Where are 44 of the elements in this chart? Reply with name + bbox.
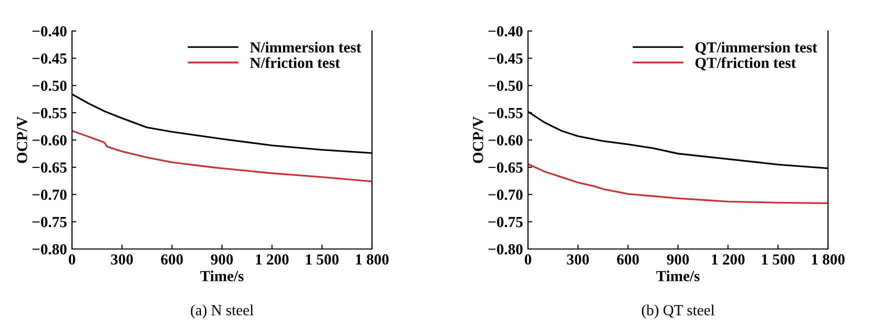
x-axis-title: Time/s	[200, 270, 244, 282]
x-tick-label: 300	[111, 254, 133, 265]
y-tick-label: −0.40	[488, 26, 523, 37]
x-tick-label: 1 800	[812, 254, 845, 265]
y-tick-label: −0.45	[488, 53, 523, 64]
y-tick-label: −0.45	[32, 53, 67, 64]
x-tick-label: 0	[68, 254, 76, 265]
x-tick-label: 1 500	[762, 254, 795, 265]
legend-label: N/friction test	[250, 57, 340, 68]
y-tick-label: −0.60	[32, 135, 67, 146]
y-tick-label: −0.80	[32, 244, 67, 255]
y-tick-label: −0.80	[488, 244, 523, 255]
text: (b) QT steel	[642, 304, 714, 318]
y-tick-label: −0.65	[32, 162, 67, 173]
legend-label: QT/friction test	[695, 57, 796, 70]
y-tick-label: −0.75	[32, 216, 67, 228]
legend-label: QT/immersion test	[695, 42, 818, 55]
x-tick-label: 600	[161, 254, 183, 265]
y-tick-label: −0.65	[488, 162, 523, 173]
legend-label: N/immersion test	[250, 42, 362, 53]
x-tick-label: 0	[524, 254, 532, 265]
y-tick-label: −0.60	[488, 135, 523, 146]
y-axis-title: OCP/V	[472, 116, 484, 164]
y-tick-label: −0.40	[32, 26, 67, 37]
line-series	[72, 130, 372, 182]
y-tick-label: −0.50	[32, 80, 67, 92]
line-series	[528, 163, 828, 204]
y-tick-label: −0.55	[488, 108, 523, 118]
x-tick-label: 1 500	[306, 254, 339, 265]
x-tick-label: 300	[567, 254, 589, 265]
x-tick-label: 1 200	[256, 254, 289, 265]
x-tick-label: 600	[617, 254, 639, 265]
text: (a) N steel	[190, 304, 254, 318]
x-tick-label: 900	[666, 254, 689, 265]
x-tick-label: 1 200	[712, 254, 745, 265]
y-tick-label: −0.75	[488, 216, 523, 228]
y-axis-title: OCP/V	[16, 116, 28, 164]
y-tick-label: −0.70	[488, 190, 523, 200]
y-tick-label: −0.70	[32, 190, 67, 200]
x-tick-label: 1 800	[356, 254, 389, 265]
x-axis-title: Time/s	[656, 270, 700, 282]
x-tick-label: 900	[210, 254, 233, 265]
y-tick-label: −0.50	[488, 80, 523, 92]
y-tick-label: −0.55	[32, 108, 67, 118]
